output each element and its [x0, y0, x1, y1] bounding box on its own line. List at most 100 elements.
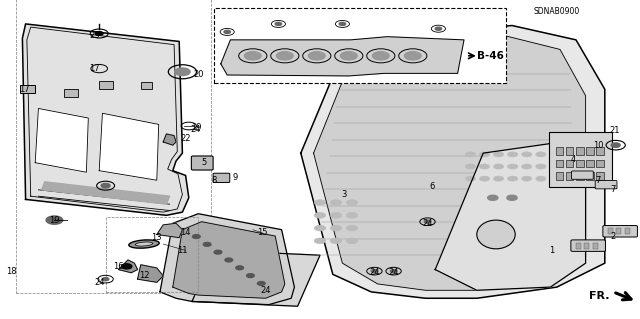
- FancyBboxPatch shape: [572, 171, 593, 179]
- Bar: [586, 147, 594, 155]
- Bar: [616, 228, 621, 234]
- FancyBboxPatch shape: [571, 240, 605, 251]
- Circle shape: [371, 270, 378, 273]
- Text: 23: 23: [90, 31, 100, 40]
- Circle shape: [346, 212, 358, 218]
- Polygon shape: [118, 260, 138, 273]
- Text: 22: 22: [180, 134, 191, 143]
- Circle shape: [536, 176, 546, 181]
- Polygon shape: [435, 144, 586, 290]
- Polygon shape: [138, 265, 163, 282]
- Circle shape: [46, 216, 63, 224]
- Text: 19: 19: [49, 216, 60, 225]
- Text: 17: 17: [90, 64, 100, 73]
- Text: 16: 16: [113, 262, 124, 271]
- Circle shape: [404, 52, 421, 60]
- Circle shape: [536, 164, 546, 169]
- Circle shape: [611, 143, 620, 147]
- Circle shape: [330, 212, 342, 218]
- Polygon shape: [99, 113, 159, 180]
- Bar: [608, 228, 613, 234]
- Bar: [576, 243, 581, 249]
- Text: 19: 19: [191, 123, 202, 132]
- Bar: [596, 172, 604, 180]
- Circle shape: [508, 176, 518, 181]
- Polygon shape: [42, 182, 170, 204]
- Bar: [586, 160, 594, 167]
- Polygon shape: [192, 250, 320, 306]
- Text: 9: 9: [233, 173, 238, 182]
- Ellipse shape: [477, 220, 515, 249]
- Text: 24: 24: [260, 286, 271, 295]
- Polygon shape: [314, 35, 586, 290]
- Circle shape: [102, 278, 109, 281]
- Circle shape: [246, 274, 254, 278]
- Circle shape: [275, 22, 282, 26]
- Bar: [64, 89, 78, 97]
- Text: 24: 24: [369, 268, 380, 277]
- Text: B-46: B-46: [477, 51, 504, 61]
- Text: 6: 6: [429, 182, 435, 191]
- Circle shape: [308, 52, 325, 60]
- Text: 3: 3: [342, 190, 347, 199]
- Bar: [576, 160, 584, 167]
- Bar: [625, 228, 630, 234]
- Bar: [584, 243, 589, 249]
- Bar: [141, 82, 152, 89]
- Text: 8: 8: [212, 176, 217, 185]
- FancyBboxPatch shape: [191, 156, 213, 170]
- Text: 11: 11: [177, 246, 188, 255]
- Circle shape: [314, 225, 326, 231]
- Circle shape: [95, 32, 103, 35]
- Circle shape: [424, 220, 431, 223]
- Circle shape: [465, 164, 476, 169]
- Text: 18: 18: [6, 267, 17, 276]
- Text: 12: 12: [139, 271, 149, 280]
- Polygon shape: [35, 108, 88, 172]
- Polygon shape: [160, 214, 294, 305]
- Bar: [566, 147, 573, 155]
- Bar: [596, 147, 604, 155]
- Circle shape: [372, 52, 389, 60]
- Circle shape: [236, 266, 243, 270]
- FancyBboxPatch shape: [603, 226, 637, 237]
- Text: 24: 24: [422, 219, 433, 228]
- Circle shape: [101, 183, 110, 188]
- Text: 14: 14: [180, 228, 191, 237]
- Circle shape: [479, 164, 490, 169]
- Text: 24: 24: [190, 125, 200, 134]
- Bar: [556, 147, 563, 155]
- Circle shape: [508, 152, 518, 157]
- Polygon shape: [22, 24, 189, 215]
- Text: 1: 1: [549, 246, 554, 255]
- Circle shape: [244, 52, 261, 60]
- Text: SDNAB0900: SDNAB0900: [534, 7, 580, 16]
- Circle shape: [465, 176, 476, 181]
- Bar: [593, 243, 598, 249]
- Circle shape: [204, 242, 211, 246]
- Text: 24: 24: [94, 278, 104, 287]
- Bar: [20, 85, 35, 93]
- Bar: [566, 172, 573, 180]
- Ellipse shape: [135, 242, 153, 246]
- Circle shape: [175, 68, 190, 76]
- Bar: [576, 147, 584, 155]
- Bar: [99, 81, 113, 89]
- Polygon shape: [157, 223, 182, 238]
- Circle shape: [435, 27, 442, 30]
- Circle shape: [214, 250, 222, 254]
- Circle shape: [257, 282, 265, 286]
- Circle shape: [493, 152, 504, 157]
- Ellipse shape: [129, 240, 159, 248]
- Text: FR.: FR.: [589, 291, 609, 301]
- Circle shape: [225, 258, 233, 262]
- Circle shape: [522, 176, 532, 181]
- Text: 20: 20: [193, 70, 204, 79]
- Bar: [596, 160, 604, 167]
- Circle shape: [314, 212, 326, 218]
- Circle shape: [330, 200, 342, 205]
- Bar: [586, 172, 594, 180]
- Circle shape: [508, 164, 518, 169]
- Bar: [214, 8, 506, 83]
- Circle shape: [507, 195, 517, 200]
